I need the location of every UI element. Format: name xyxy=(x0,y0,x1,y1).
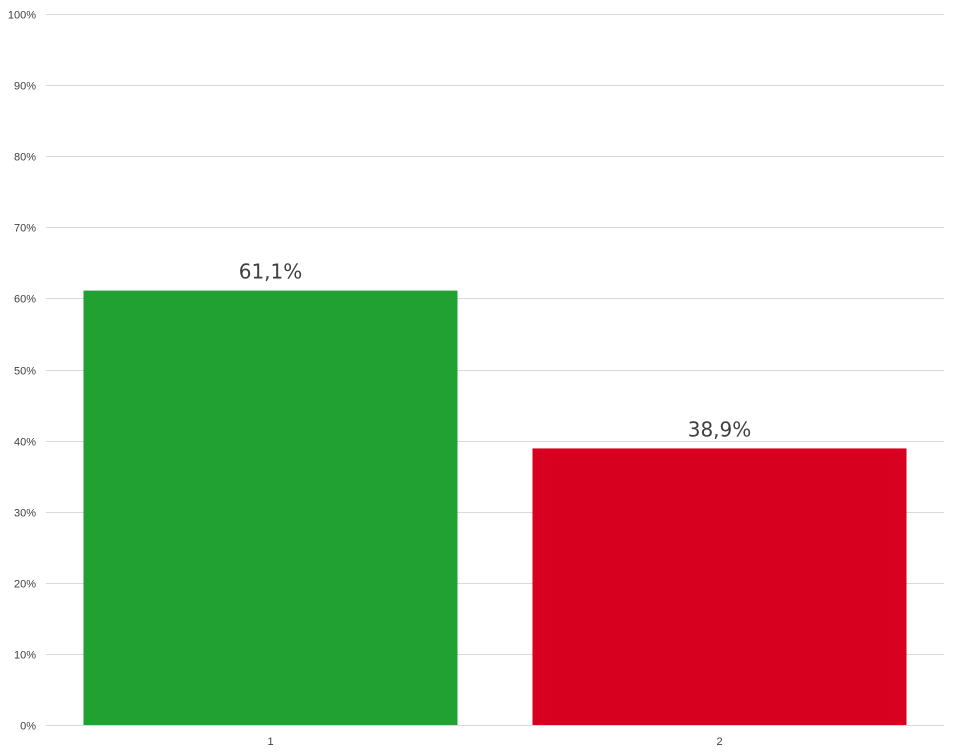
data-labels: 61,1% 38,9% xyxy=(239,260,752,442)
data-label-1: 61,1% xyxy=(239,260,303,284)
bar-2 xyxy=(532,448,907,725)
y-tick-label: 40% xyxy=(14,437,36,449)
y-tick-label: 90% xyxy=(14,81,36,93)
y-tick-label: 20% xyxy=(14,579,36,591)
y-tick-label: 10% xyxy=(14,650,36,662)
x-tick-label-1: 1 xyxy=(267,736,273,748)
y-tick-label: 80% xyxy=(14,152,36,164)
y-tick-label: 100% xyxy=(8,10,36,22)
x-tick-label-2: 2 xyxy=(716,736,722,748)
bars xyxy=(83,290,907,725)
y-tick-label: 50% xyxy=(14,366,36,378)
y-tick-label: 70% xyxy=(14,223,36,235)
y-axis-tick-labels: 0% 10% 20% 30% 40% 50% 60% 70% 80% 90% 100% xyxy=(8,10,36,733)
y-tick-label: 0% xyxy=(20,721,36,733)
data-label-2: 38,9% xyxy=(688,417,752,441)
y-tick-label: 30% xyxy=(14,508,36,520)
bar-1 xyxy=(83,290,458,725)
y-tick-label: 60% xyxy=(14,294,36,306)
